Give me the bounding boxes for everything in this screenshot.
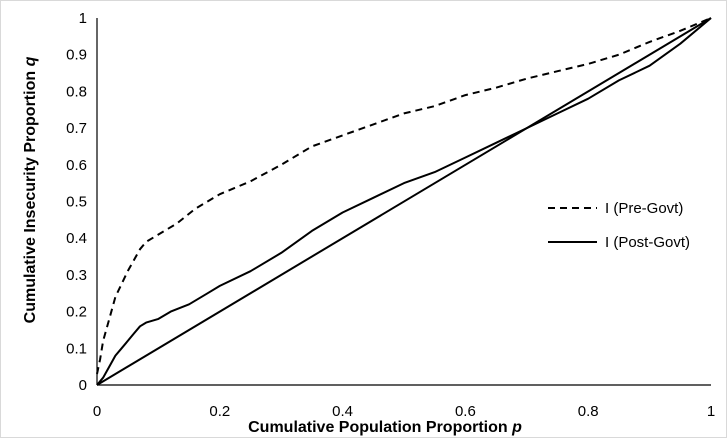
legend-label: I (Post-Govt) <box>605 234 690 251</box>
y-tick-label: 0 <box>79 377 87 394</box>
x-tick-label: 0 <box>93 403 101 420</box>
x-axis-title: Cumulative Population Proportion p <box>248 419 522 436</box>
y-tick-label: 0.9 <box>66 47 87 64</box>
x-axis-title-text: Cumulative Population Proportion <box>248 419 512 436</box>
x-tick-label: 0.6 <box>455 403 476 420</box>
y-tick-label: 0.4 <box>66 230 87 247</box>
y-axis-title-text: Cumulative Insecurity Proportion <box>22 66 39 323</box>
y-axis-title: Cumulative Insecurity Proportion q <box>22 56 39 323</box>
x-axis-title-variable: p <box>511 419 522 436</box>
x-tick-label: 1 <box>707 403 715 420</box>
y-tick-label: 0.6 <box>66 157 87 174</box>
y-tick-label: 1 <box>79 10 87 27</box>
x-tick-label: 0.8 <box>578 403 599 420</box>
y-tick-label: 0.7 <box>66 120 87 137</box>
y-tick-label: 0.1 <box>66 340 87 357</box>
x-tick-label: 0.2 <box>209 403 230 420</box>
y-axis-title-variable: q <box>22 56 39 66</box>
y-tick-label: 0.8 <box>66 83 87 100</box>
x-tick-label: 0.4 <box>332 403 353 420</box>
y-tick-label: 0.3 <box>66 267 87 284</box>
y-tick-label: 0.2 <box>66 304 87 321</box>
series-line-i-pre-govt <box>96 17 712 375</box>
series-line-i-post-govt <box>96 17 712 386</box>
y-tick-label: 0.5 <box>66 194 87 211</box>
legend-label: I (Pre-Govt) <box>605 200 683 217</box>
equality-line <box>96 17 712 386</box>
